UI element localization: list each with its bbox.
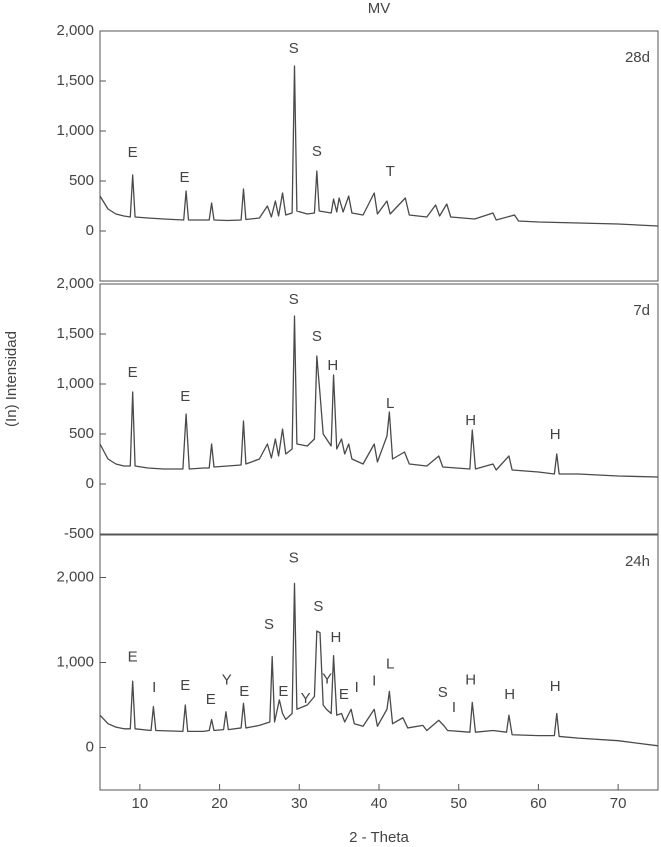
- peak-label: S: [313, 598, 323, 615]
- y-tick-label: 2,000: [56, 275, 94, 292]
- y-axis-label: (In) Intensidad: [3, 331, 20, 427]
- peak-label: S: [289, 549, 299, 566]
- x-axis-label: 2 - Theta: [349, 829, 409, 846]
- peak-label: E: [128, 364, 138, 381]
- y-tick-label: 0: [86, 738, 94, 755]
- plot-frame: [99, 30, 659, 282]
- y-tick-label: 1,500: [56, 72, 94, 89]
- chart-title: MV: [368, 0, 391, 17]
- peak-label: E: [128, 648, 138, 665]
- peak-label: S: [438, 684, 448, 701]
- peak-label: H: [465, 412, 476, 429]
- peak-label: I: [152, 679, 156, 696]
- x-tick-label: 40: [371, 795, 388, 812]
- panel-label: 24h: [625, 553, 650, 570]
- y-tick-label: 500: [69, 425, 94, 442]
- x-tick-label: 10: [132, 795, 149, 812]
- peak-label: S: [264, 616, 274, 633]
- y-tick-label: 2,000: [56, 568, 94, 585]
- peak-label: T: [386, 163, 395, 180]
- peak-label: I: [452, 699, 456, 716]
- peak-label: H: [550, 426, 561, 443]
- x-tick-label: 20: [211, 795, 228, 812]
- peak-label: S: [289, 291, 299, 308]
- peak-label: E: [128, 144, 138, 161]
- y-tick-label: 1,000: [56, 122, 94, 139]
- peak-label: E: [179, 169, 189, 186]
- peak-label: L: [386, 656, 394, 673]
- peak-label: H: [327, 357, 338, 374]
- y-tick-label: 0: [86, 475, 94, 492]
- peak-label: I: [372, 673, 376, 690]
- peak-label: H: [504, 686, 515, 703]
- y-tick-label: 500: [69, 172, 94, 189]
- peak-label: H: [550, 678, 561, 695]
- peak-label: S: [312, 143, 322, 160]
- panel-label: 28d: [625, 49, 650, 66]
- x-tick-label: 70: [610, 795, 627, 812]
- peak-label: E: [239, 683, 249, 700]
- x-tick-label: 30: [291, 795, 308, 812]
- y-tick-label: -500: [64, 525, 94, 542]
- peak-label: H: [331, 629, 342, 646]
- peak-label: Y: [222, 672, 232, 689]
- plot-frame: [99, 283, 659, 535]
- peak-label: H: [465, 672, 476, 689]
- y-tick-label: 0: [86, 222, 94, 239]
- peak-label: E: [180, 677, 190, 694]
- peak-label: L: [386, 395, 394, 412]
- peak-label: E: [206, 691, 216, 708]
- xrd-trace: [99, 315, 659, 478]
- peak-label: Y: [301, 690, 311, 707]
- xrd-trace: [99, 582, 659, 747]
- peak-label: S: [289, 40, 299, 57]
- peak-label: S: [312, 328, 322, 345]
- x-tick-label: 60: [530, 795, 547, 812]
- y-tick-label: 1,000: [56, 375, 94, 392]
- xrd-trace: [99, 65, 659, 227]
- peak-label: E: [278, 683, 288, 700]
- panel-label: 7d: [633, 302, 650, 319]
- peak-label: Y: [322, 671, 332, 688]
- plot-frame: [99, 534, 659, 791]
- peak-label: E: [339, 686, 349, 703]
- peak-label: I: [355, 679, 359, 696]
- x-tick-label: 50: [450, 795, 467, 812]
- peak-label: E: [180, 388, 190, 405]
- y-tick-label: 2,000: [56, 22, 94, 39]
- y-tick-label: 1,500: [56, 325, 94, 342]
- y-tick-label: 1,000: [56, 653, 94, 670]
